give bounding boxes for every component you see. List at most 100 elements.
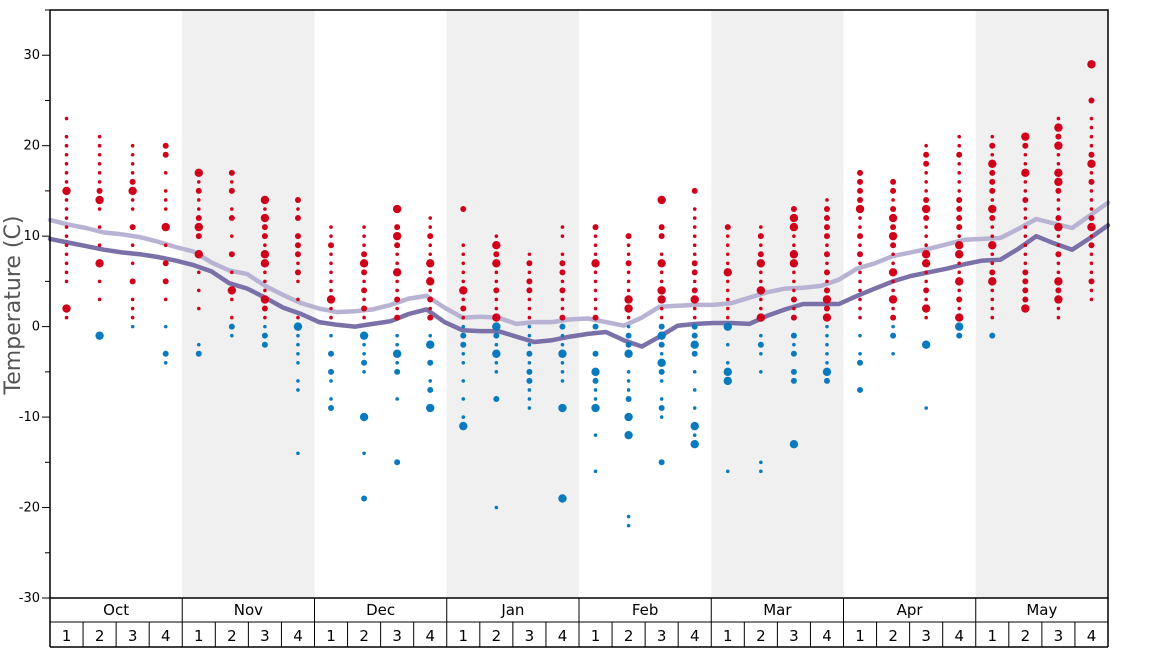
warm-point xyxy=(329,261,333,266)
warm-point xyxy=(888,213,898,223)
cold-point xyxy=(690,340,699,349)
warm-point xyxy=(692,243,697,247)
cold-point xyxy=(692,370,697,374)
warm-point xyxy=(95,195,104,205)
warm-point xyxy=(1054,177,1063,187)
warm-point xyxy=(1056,315,1061,320)
warm-point xyxy=(427,233,434,240)
week-label: 3 xyxy=(392,627,402,645)
cold-point xyxy=(692,433,697,437)
warm-point xyxy=(658,224,665,231)
cold-point xyxy=(924,406,928,410)
month-band-nov xyxy=(182,10,315,598)
warm-point xyxy=(527,315,532,320)
warm-point xyxy=(228,251,235,258)
cold-point xyxy=(428,333,433,338)
warm-point xyxy=(260,295,270,304)
warm-point xyxy=(261,305,268,312)
warm-point xyxy=(362,297,366,302)
warm-point xyxy=(924,315,928,320)
warm-point xyxy=(756,259,766,268)
cold-point xyxy=(658,405,665,412)
warm-point xyxy=(1023,152,1028,157)
cold-point xyxy=(790,377,797,384)
warm-point xyxy=(823,287,830,294)
cold-point xyxy=(392,349,402,358)
warm-point xyxy=(1056,198,1061,202)
warm-point xyxy=(1089,252,1094,257)
warm-point xyxy=(792,234,796,238)
warm-point xyxy=(328,242,335,249)
cold-point xyxy=(461,415,466,419)
warm-point xyxy=(64,171,69,175)
cold-point xyxy=(395,397,399,401)
data-points xyxy=(62,60,1096,528)
month-band-jan xyxy=(446,10,579,598)
warm-point xyxy=(1089,198,1094,202)
warm-point xyxy=(990,198,995,202)
warm-point xyxy=(263,270,267,275)
warm-point xyxy=(1089,134,1094,139)
warm-point xyxy=(593,234,598,238)
cold-point xyxy=(560,370,565,374)
cold-point xyxy=(659,415,664,419)
cold-point xyxy=(626,514,631,519)
cold-point xyxy=(857,386,864,393)
cold-point xyxy=(163,324,168,329)
warm-point xyxy=(428,252,433,257)
cold-point xyxy=(526,368,533,375)
warm-point xyxy=(194,168,203,178)
warm-point xyxy=(162,142,169,149)
cold-point xyxy=(296,388,300,392)
warm-point xyxy=(395,261,399,266)
warm-point xyxy=(329,279,333,284)
warm-point xyxy=(196,306,201,311)
warm-point xyxy=(955,241,964,250)
warm-point xyxy=(1088,278,1095,285)
cold-point xyxy=(825,342,829,347)
warm-point xyxy=(1022,196,1029,203)
cold-point xyxy=(626,324,631,329)
warm-point xyxy=(129,224,136,231)
warm-point xyxy=(823,233,830,240)
warm-point xyxy=(725,234,730,238)
warm-point xyxy=(858,243,862,247)
warm-point xyxy=(659,315,664,320)
warm-point xyxy=(923,196,930,203)
warm-point xyxy=(1055,287,1062,294)
warm-point xyxy=(97,225,102,229)
warm-point xyxy=(593,270,598,275)
cold-point xyxy=(395,333,399,338)
warm-point xyxy=(294,196,301,203)
cold-point xyxy=(659,397,664,401)
warm-point xyxy=(1089,207,1094,211)
warm-point xyxy=(361,251,368,258)
warm-point xyxy=(392,204,402,214)
warm-point xyxy=(888,295,898,304)
warm-point xyxy=(329,234,333,238)
warm-point xyxy=(789,250,799,259)
warm-point xyxy=(395,288,399,293)
warm-point xyxy=(956,151,963,158)
warm-point xyxy=(989,215,996,222)
cold-point xyxy=(857,359,864,366)
warm-point xyxy=(1088,242,1095,249)
week-label: 3 xyxy=(921,627,931,645)
warm-point xyxy=(891,306,895,311)
month-bands xyxy=(182,10,1108,598)
cold-point xyxy=(230,333,234,338)
warm-point xyxy=(790,296,797,303)
warm-point xyxy=(97,207,102,211)
warm-point xyxy=(1023,189,1028,193)
warm-point xyxy=(326,295,336,304)
cold-point xyxy=(329,397,333,401)
cold-point xyxy=(624,349,633,358)
month-label-nov: Nov xyxy=(234,601,263,619)
cold-point xyxy=(790,350,797,357)
warm-point xyxy=(1023,243,1028,247)
warm-point xyxy=(1022,142,1029,149)
warm-point xyxy=(955,313,964,322)
warm-point xyxy=(362,279,366,284)
warm-point xyxy=(1054,123,1063,132)
warm-point xyxy=(825,261,829,266)
